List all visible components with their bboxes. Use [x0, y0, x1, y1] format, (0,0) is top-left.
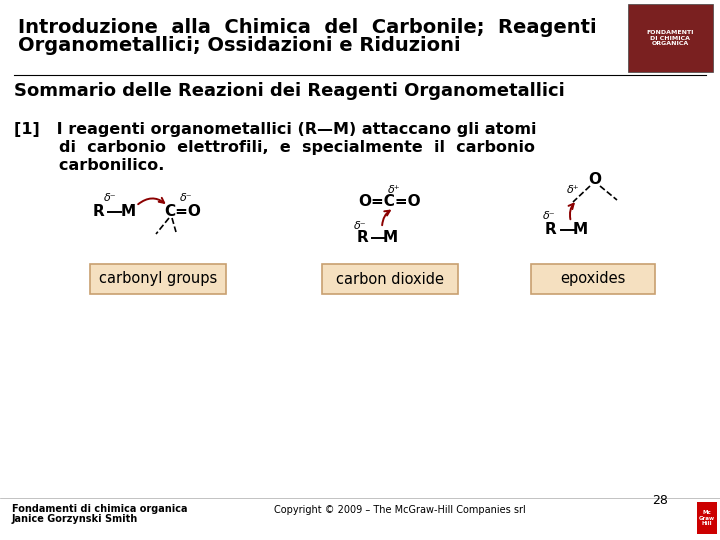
FancyBboxPatch shape: [90, 264, 226, 294]
FancyBboxPatch shape: [628, 4, 713, 72]
Text: di  carbonio  elettrofili,  e  specialmente  il  carbonio: di carbonio elettrofili, e specialmente …: [14, 140, 535, 155]
Text: Fondamenti di chimica organica: Fondamenti di chimica organica: [12, 504, 187, 514]
Text: O=C=O: O=C=O: [359, 194, 421, 210]
Text: C=O: C=O: [165, 205, 202, 219]
Text: R: R: [545, 222, 557, 238]
Text: R: R: [356, 231, 368, 246]
Text: Mc
Graw
Hill: Mc Graw Hill: [699, 510, 715, 526]
Text: Janice Gorzynski Smith: Janice Gorzynski Smith: [12, 514, 138, 524]
Text: M: M: [382, 231, 397, 246]
Text: carbonilico.: carbonilico.: [14, 158, 164, 173]
FancyArrowPatch shape: [138, 198, 164, 204]
Text: δ⁻: δ⁻: [180, 193, 192, 203]
FancyBboxPatch shape: [531, 264, 655, 294]
Text: δ⁻: δ⁻: [354, 221, 366, 231]
Text: O: O: [588, 172, 601, 187]
Text: δ⁻: δ⁻: [543, 211, 555, 221]
Text: epoxides: epoxides: [560, 272, 626, 287]
Text: Copyright © 2009 – The McGraw-Hill Companies srl: Copyright © 2009 – The McGraw-Hill Compa…: [274, 505, 526, 515]
Text: [1]   I reagenti organometallici (R—M) attaccano gli atomi: [1] I reagenti organometallici (R—M) att…: [14, 122, 536, 137]
FancyBboxPatch shape: [697, 502, 717, 534]
Text: Sommario delle Reazioni dei Reagenti Organometallici: Sommario delle Reazioni dei Reagenti Org…: [14, 82, 564, 100]
Text: carbonyl groups: carbonyl groups: [99, 272, 217, 287]
Text: Organometallici; Ossidazioni e Riduzioni: Organometallici; Ossidazioni e Riduzioni: [18, 36, 461, 55]
Text: δ⁺: δ⁺: [567, 185, 580, 195]
Text: R: R: [92, 205, 104, 219]
Text: δ⁻: δ⁻: [104, 193, 117, 203]
FancyArrowPatch shape: [382, 211, 390, 225]
FancyBboxPatch shape: [322, 264, 458, 294]
Text: FONDAMENTI
DI CHIMICA
ORGANICA: FONDAMENTI DI CHIMICA ORGANICA: [647, 30, 694, 46]
Text: δ⁺: δ⁺: [387, 185, 400, 195]
FancyArrowPatch shape: [569, 204, 574, 219]
Text: Introduzione  alla  Chimica  del  Carbonile;  Reagenti: Introduzione alla Chimica del Carbonile;…: [18, 18, 597, 37]
Text: M: M: [120, 205, 135, 219]
Text: 28: 28: [652, 494, 668, 507]
Text: carbon dioxide: carbon dioxide: [336, 272, 444, 287]
Text: M: M: [572, 222, 588, 238]
